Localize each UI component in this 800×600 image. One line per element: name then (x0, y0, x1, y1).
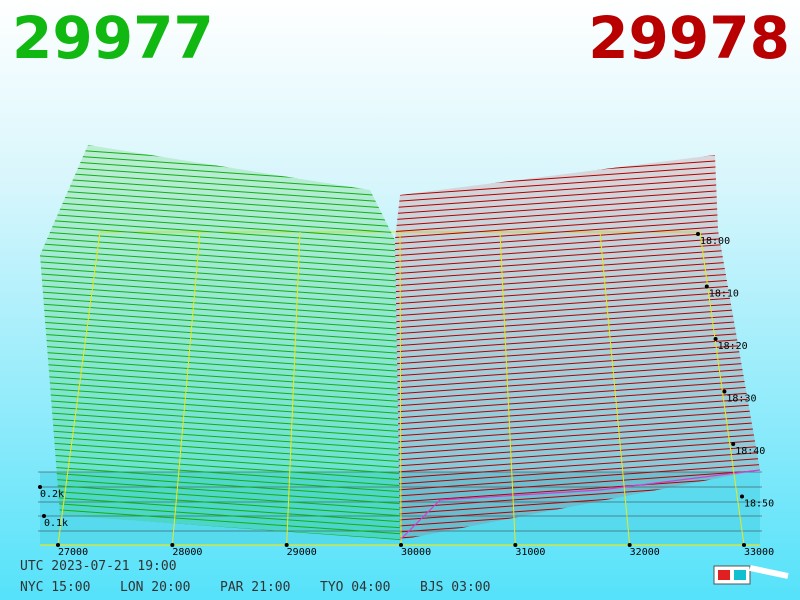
depth-label: 0.2k (40, 489, 64, 500)
time-tick (713, 337, 718, 341)
ask-lines (395, 155, 760, 540)
price-grid-line (499, 231, 516, 546)
timezone: NYC 15:00 (20, 580, 91, 595)
timezone: TYO 04:00 (320, 580, 391, 595)
depth-label: 0.1k (44, 518, 68, 529)
price-tick (513, 543, 518, 547)
price-tick (399, 543, 403, 547)
price-tick (170, 543, 175, 547)
price-label: 31000 (515, 547, 545, 558)
axes: 27000 28000 29000 30000 31000 32000 33000 0.2k 0… (38, 231, 774, 558)
ask-price: 29978 (588, 4, 790, 72)
time-tick (722, 389, 727, 394)
ask-baseline (399, 469, 761, 541)
price-label: 33000 (744, 547, 774, 558)
depth-tick (38, 485, 42, 489)
timezone: LON 20:00 (120, 580, 191, 595)
time-label: 18:20 (718, 341, 748, 352)
price-grid-line (171, 231, 201, 546)
time-tick (704, 284, 709, 289)
time-label: 18:00 (700, 236, 730, 247)
depth-tick (42, 514, 46, 518)
bid-price: 29977 (12, 4, 214, 72)
price-label: 32000 (630, 547, 660, 558)
timezone: PAR 21:00 (220, 580, 291, 595)
utc-time: UTC 2023-07-21 19:00 (20, 559, 177, 574)
time-label: 18:10 (709, 289, 739, 300)
time-label: 18:30 (726, 394, 756, 405)
price-tick (56, 543, 60, 547)
time-tick (731, 442, 736, 446)
time-label: 18:40 (735, 446, 765, 457)
price-grid-line (399, 231, 402, 546)
timezone: BJS 03:00 (420, 580, 491, 595)
time-label: 18:50 (744, 499, 774, 510)
time-tick (740, 494, 744, 499)
stereo-glasses-icon (713, 565, 789, 585)
price-tick (742, 543, 746, 547)
bid-lines (40, 145, 400, 540)
price-grid-line (599, 231, 631, 546)
price-label: 30000 (401, 547, 431, 558)
time-tick (696, 232, 700, 236)
price-grid-line (699, 231, 745, 546)
price-grid-line (57, 231, 101, 546)
price-label: 27000 (58, 547, 88, 558)
price-tick (284, 543, 289, 547)
price-label: 29000 (287, 547, 317, 558)
price-tick (627, 543, 632, 547)
price-label: 28000 (172, 547, 202, 558)
price-grid-line (286, 231, 301, 546)
